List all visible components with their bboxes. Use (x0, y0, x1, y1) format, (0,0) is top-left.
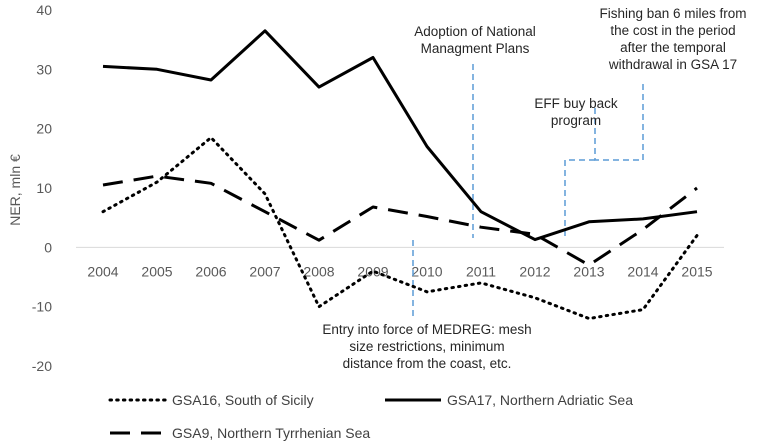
x-axis-ticks: 2004 2005 2006 2007 2008 2009 2010 2011 2012 2013… (87, 263, 712, 279)
x-tick-label: 2013 (573, 263, 604, 279)
x-tick-label: 2009 (357, 263, 388, 279)
series-line-1 (101, 136, 699, 320)
x-tick-label: 2011 (466, 263, 496, 279)
y-axis-ticks: -20 -10 0 10 20 30 40 (32, 2, 52, 374)
x-tick-label: 2012 (519, 263, 550, 279)
annotation-fishing-ban-line: after the temporal (620, 40, 726, 55)
legend-label: GSA16, South of Sicily (172, 392, 314, 408)
annotation-nmp-line: Managment Plans (421, 41, 530, 56)
annotation-medreg-line: distance from the coast, etc. (343, 356, 512, 371)
annotation-texts: Adoption of National Managment Plans Fishi… (322, 6, 746, 371)
y-tick-label: -20 (32, 358, 52, 374)
legend-label: GSA17, Northern Adriatic Sea (447, 392, 633, 408)
y-axis-title: NER, mln € (7, 154, 23, 226)
y-tick-label: 30 (36, 61, 52, 77)
y-tick-label: 40 (36, 2, 52, 18)
annotation-eff-line: EFF buy back (534, 96, 618, 111)
y-tick-label: 10 (36, 180, 52, 196)
x-tick-label: 2007 (249, 263, 280, 279)
legend-label: GSA9, Northern Tyrrhenian Sea (172, 425, 370, 441)
y-tick-label: 20 (36, 121, 52, 137)
series-line-2 (102, 29, 698, 242)
y-tick-label: 0 (44, 239, 52, 255)
y-tick-label: -10 (32, 299, 52, 315)
x-tick-label: 2015 (681, 263, 712, 279)
x-tick-label: 2005 (141, 263, 172, 279)
x-tick-label: 2014 (627, 263, 658, 279)
x-tick-label: 2010 (411, 263, 442, 279)
annotation-leader-lines (412, 64, 644, 320)
annotation-medreg-line: size restrictions, minimum (349, 339, 504, 354)
series-lines (101, 29, 699, 320)
x-tick-label: 2008 (303, 263, 334, 279)
eff-leader (564, 159, 595, 240)
fishing-ban-leader (594, 84, 644, 161)
legend: GSA16, South of Sicily GSA17, Northern Ad… (108, 392, 633, 441)
annotation-nmp-line: Adoption of National (414, 24, 536, 39)
series-line-3 (102, 174, 698, 267)
annotation-fishing-ban-line: Fishing ban 6 miles from (599, 6, 746, 21)
annotation-fishing-ban-line: the cost in the period (610, 23, 735, 38)
annotation-eff-line: program (551, 113, 601, 128)
x-tick-label: 2006 (195, 263, 226, 279)
annotation-medreg-line: Entry into force of MEDREG: mesh (322, 322, 531, 337)
annotation-fishing-ban-line: withdrawal in GSA 17 (608, 57, 737, 72)
x-tick-label: 2004 (87, 263, 118, 279)
